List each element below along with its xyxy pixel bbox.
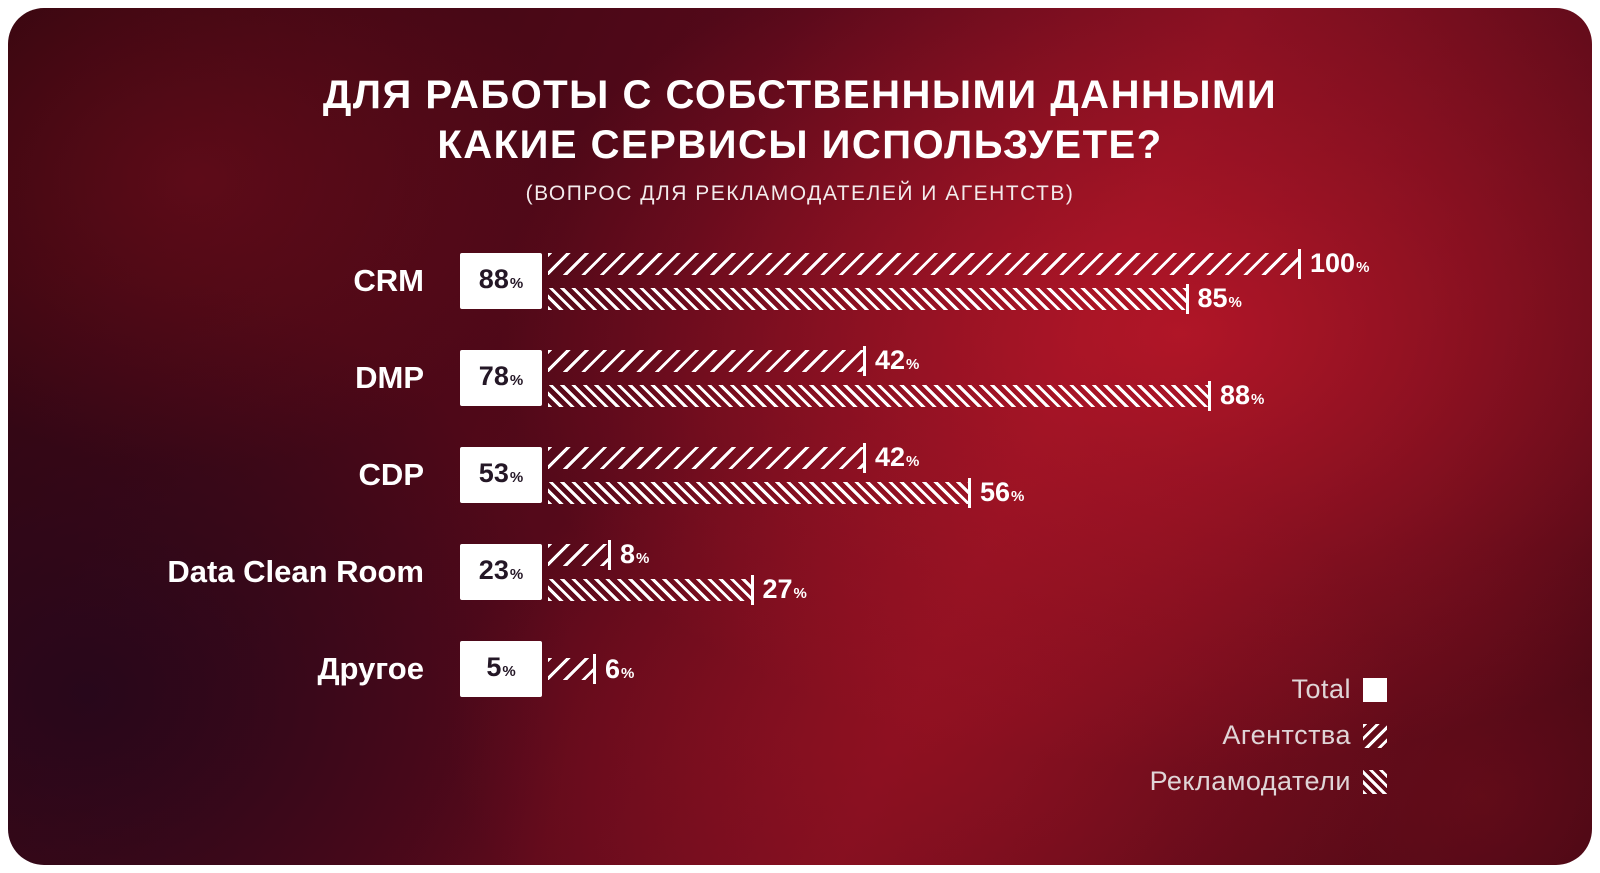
- bar-line-agencies: 42%: [548, 442, 1024, 473]
- legend-label-total: Total: [1291, 674, 1351, 704]
- chart-row: CRM 88% 100% 85%: [8, 248, 1592, 314]
- chart-row: Data Clean Room 23% 8% 27%: [8, 539, 1592, 605]
- category-label: CRM: [353, 263, 424, 298]
- bar-advertisers: [548, 578, 751, 601]
- bar-end-tick: [968, 477, 971, 508]
- bar-advertisers: [548, 287, 1186, 310]
- bar-group: 8% 27%: [548, 539, 807, 605]
- bar-line-agencies: 6%: [548, 653, 635, 684]
- total-value-box: 5%: [460, 641, 542, 697]
- legend-item-total: Total: [1291, 674, 1387, 705]
- legend-swatch-solid-icon: [1363, 677, 1387, 702]
- legend-item-advertisers: Рекламодатели: [1150, 766, 1387, 797]
- chart-row: Другое 5% 6%: [8, 636, 1592, 702]
- legend-label-agencies: Агентства: [1222, 720, 1351, 750]
- bar-agencies: [548, 446, 863, 469]
- bar-value-advertisers: 88%: [1220, 380, 1265, 410]
- bar-group: 42% 56%: [548, 442, 1025, 508]
- bar-group: 42% 88%: [548, 345, 1265, 411]
- bar-end-tick: [750, 574, 754, 605]
- bar-value-agencies: 42%: [875, 442, 920, 472]
- category-label: Data Clean Room: [167, 554, 424, 589]
- bar-value-agencies: 6%: [605, 653, 635, 684]
- bar-value-agencies: 100%: [1310, 248, 1370, 278]
- title-block: ДЛЯ РАБОТЫ С СОБСТВЕННЫМИ ДАННЫМИ КАКИЕ …: [8, 8, 1592, 206]
- chart-title-line-2: КАКИЕ СЕРВИСЫ ИСПОЛЬЗУЕТЕ?: [437, 123, 1163, 167]
- bar-end-tick: [608, 539, 611, 570]
- bar-value-advertisers: 27%: [762, 574, 807, 604]
- legend-label-advertisers: Рекламодатели: [1149, 766, 1351, 796]
- bar-value-advertisers: 56%: [980, 477, 1025, 507]
- category-label: DMP: [355, 360, 424, 395]
- legend-item-agencies: Агентства: [1222, 720, 1387, 751]
- category-label: CDP: [358, 457, 424, 492]
- bar-line-agencies: 8%: [548, 539, 807, 570]
- chart-row: CDP 53% 42% 56%: [8, 442, 1592, 508]
- bar-end-tick: [1208, 380, 1211, 411]
- bar-advertisers: [548, 384, 1208, 407]
- bar-value-advertisers: 85%: [1197, 283, 1242, 313]
- bar-end-tick: [863, 442, 866, 473]
- total-value-box: 53%: [460, 447, 542, 503]
- category-label: Другое: [317, 651, 424, 686]
- legend-swatch-hatch-back-icon: [1363, 769, 1387, 794]
- bar-line-advertisers: 85%: [548, 283, 1369, 314]
- bar-agencies: [548, 252, 1298, 275]
- total-value-box: 88%: [460, 253, 542, 309]
- bar-line-advertisers: 56%: [548, 477, 1025, 508]
- bar-end-tick: [1185, 283, 1189, 314]
- bar-group: 6%: [548, 653, 635, 684]
- bar-agencies: [548, 658, 593, 680]
- total-value-box: 78%: [460, 350, 542, 406]
- bar-line-agencies: 100%: [548, 248, 1370, 279]
- legend-swatch-hatch-forward-icon: [1363, 723, 1387, 748]
- bar-group: 100% 85%: [548, 248, 1370, 314]
- legend: Total Агентства Рекламодатели: [1150, 674, 1387, 797]
- chart-title-line-1: ДЛЯ РАБОТЫ С СОБСТВЕННЫМИ ДАННЫМИ: [322, 73, 1278, 117]
- bar-advertisers: [548, 481, 968, 504]
- bar-line-advertisers: 88%: [548, 380, 1265, 411]
- infographic-card: ДЛЯ РАБОТЫ С СОБСТВЕННЫМИ ДАННЫМИ КАКИЕ …: [8, 8, 1592, 865]
- chart-subtitle: (ВОПРОС ДЛЯ РЕКЛАМОДАТЕЛЕЙ И АГЕНТСТВ): [525, 182, 1075, 205]
- bar-line-advertisers: 27%: [548, 574, 807, 605]
- bar-value-agencies: 8%: [620, 539, 650, 569]
- bar-value-agencies: 42%: [875, 345, 920, 375]
- total-value-box: 23%: [460, 544, 542, 600]
- bar-end-tick: [593, 654, 596, 684]
- bar-end-tick: [863, 345, 866, 376]
- bar-agencies: [548, 543, 608, 566]
- chart-row: DMP 78% 42% 88%: [8, 345, 1592, 411]
- bar-agencies: [548, 349, 863, 372]
- chart-rows: CRM 88% 100% 85% DMP 78% 42% 88% CDP 53% 42% 56% Dat…: [8, 248, 1592, 733]
- bar-end-tick: [1298, 248, 1301, 279]
- bar-line-agencies: 42%: [548, 345, 1264, 376]
